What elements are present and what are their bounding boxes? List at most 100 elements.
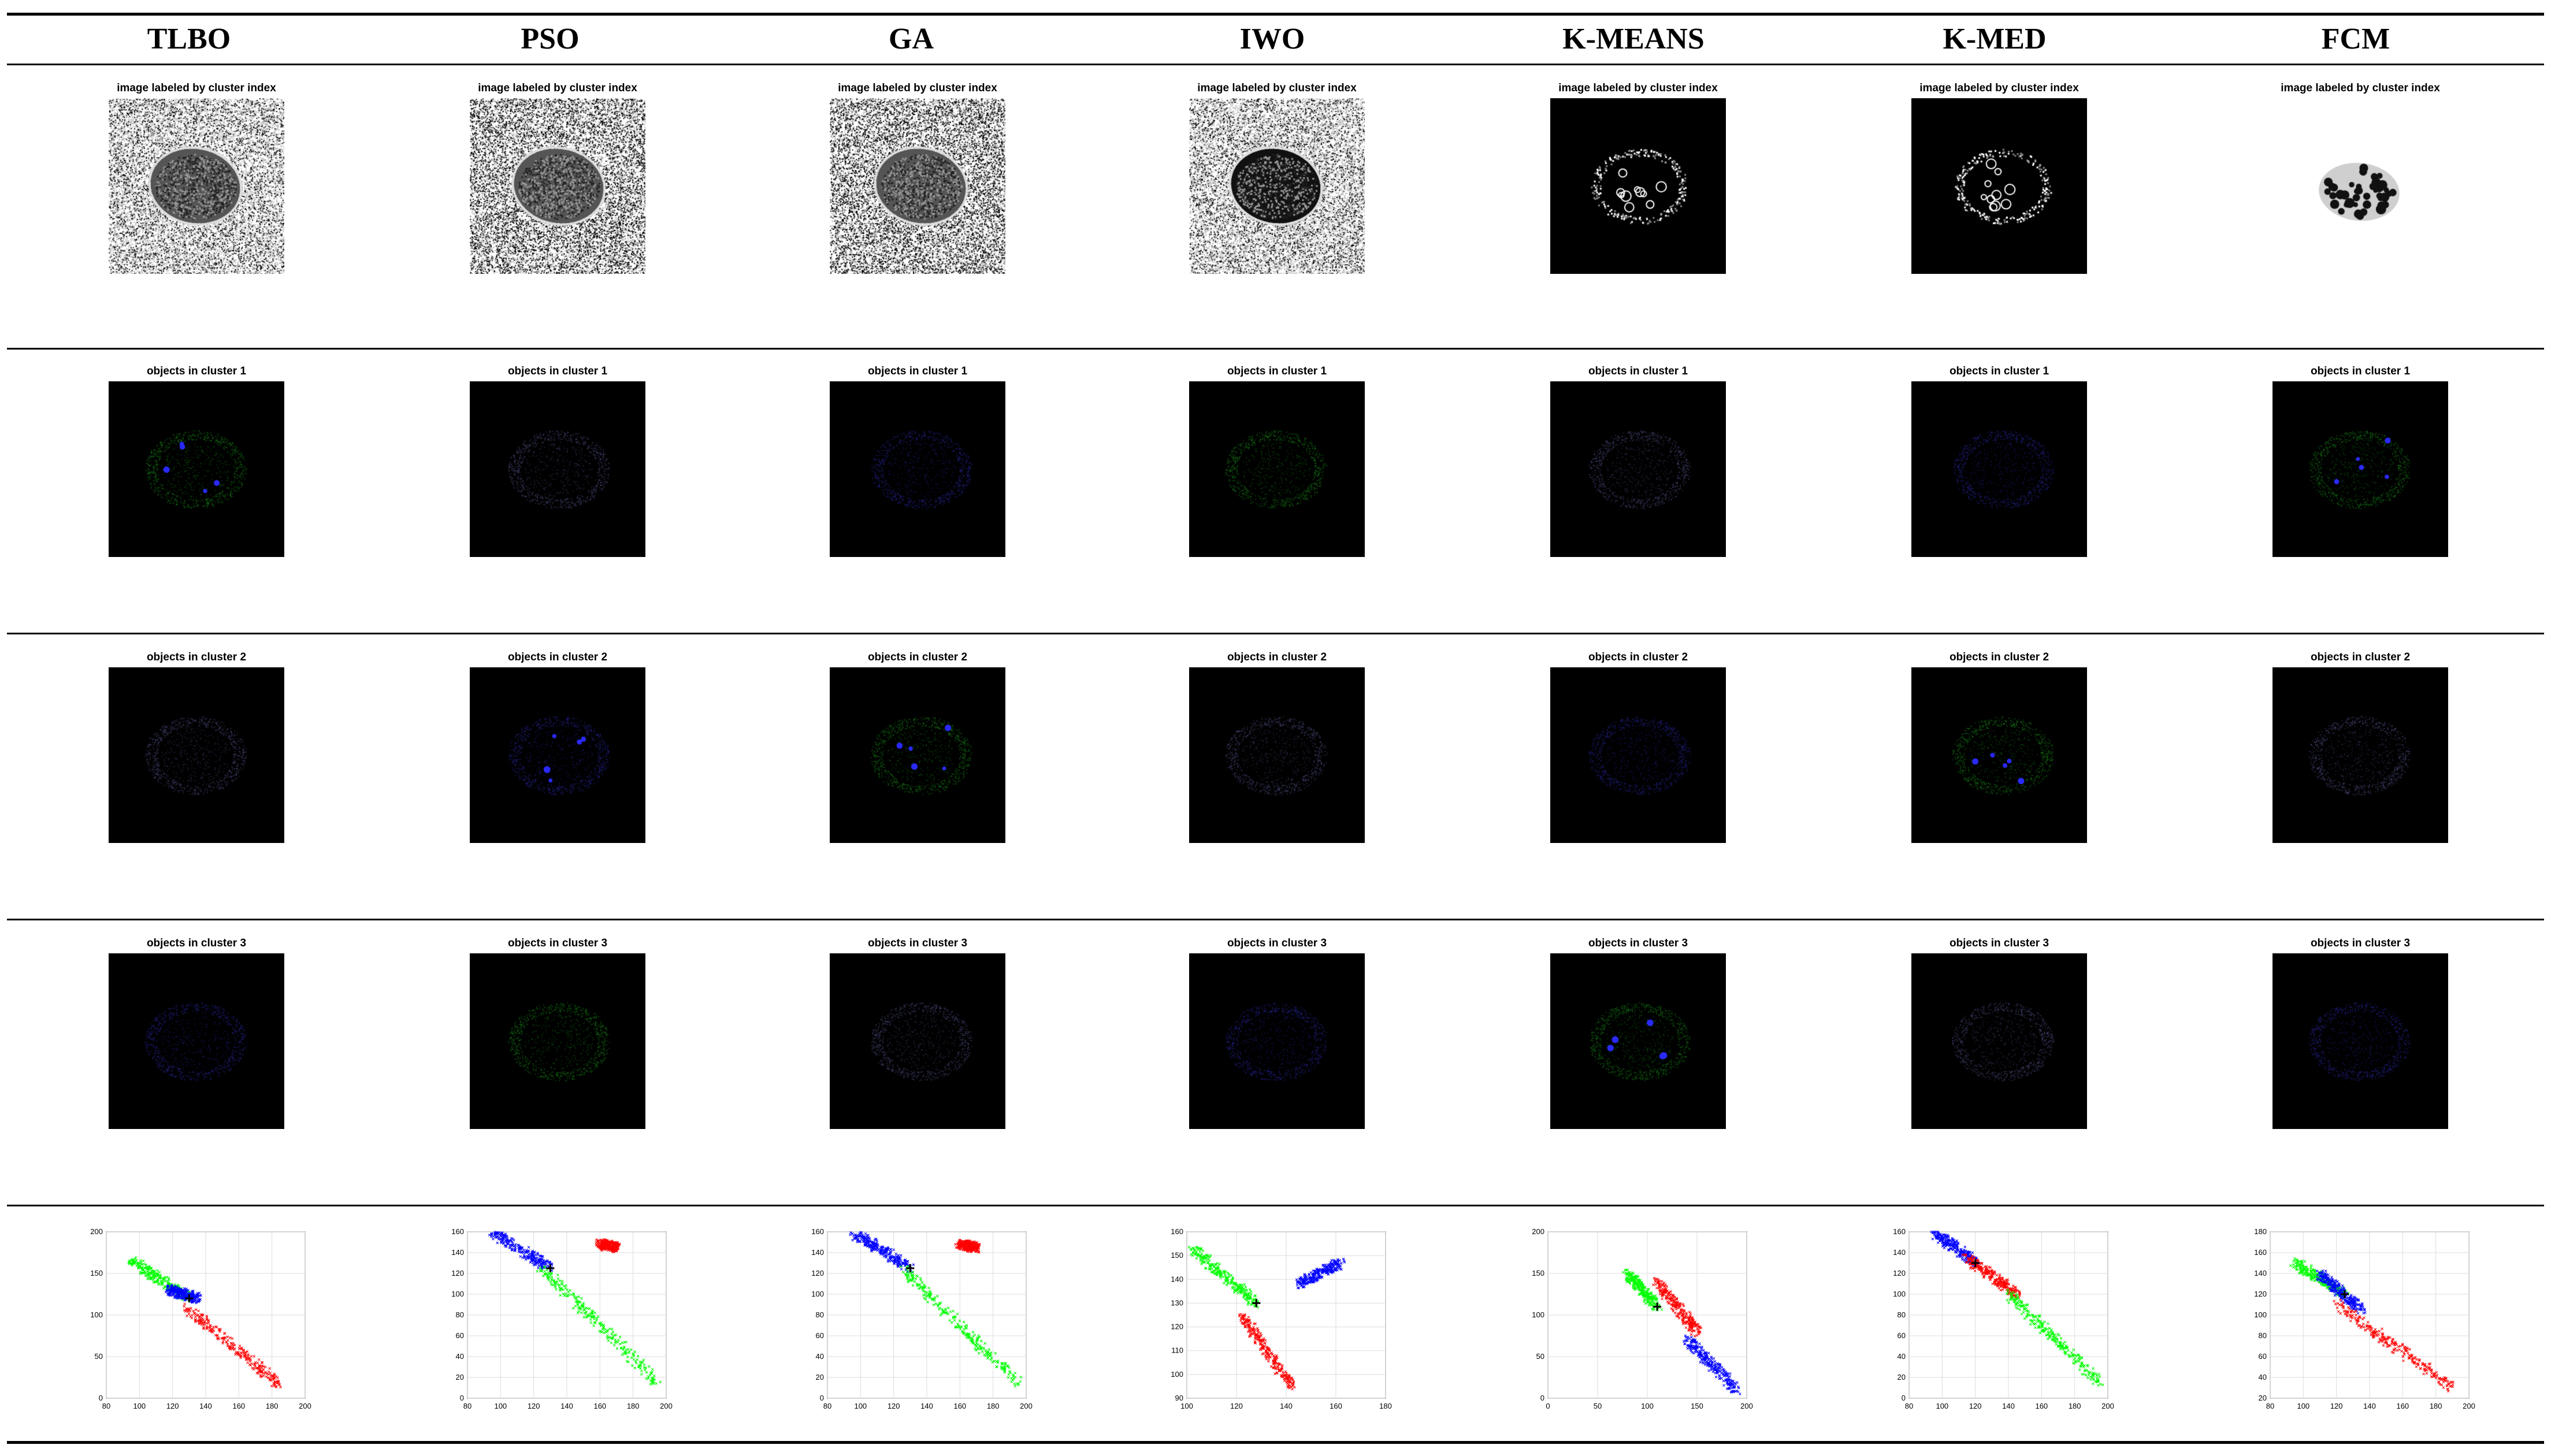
- scatter-plot-iwo: 100 120 140 160 180 90 100 110 120 130 140 150 160: [1161, 1225, 1393, 1421]
- centroid-marker: [546, 1264, 555, 1272]
- data-point-red: [1967, 1260, 1970, 1262]
- data-point-blue: [1932, 1230, 1936, 1234]
- data-point-green: [637, 1365, 640, 1368]
- data-point-blue: [900, 1261, 904, 1265]
- data-point-blue: [1938, 1239, 1941, 1243]
- scatter-svg: 80 100 120 140 160 180 20002040608010012014016…: [451, 1227, 673, 1410]
- data-point-blue: [857, 1240, 861, 1243]
- data-point-blue: [882, 1251, 885, 1255]
- data-point-green: [158, 1276, 162, 1279]
- column-header-tlbo: TLBO: [147, 23, 231, 55]
- data-point-green: [976, 1339, 979, 1342]
- data-point-red: [1658, 1292, 1662, 1296]
- table-top-rule: [7, 13, 2544, 16]
- data-point-blue: [1338, 1259, 1342, 1262]
- data-point-blue: [1951, 1236, 1954, 1240]
- data-point-red: [1698, 1332, 1700, 1336]
- data-point-green: [2081, 1373, 2084, 1376]
- data-point-blue: [1710, 1365, 1714, 1369]
- data-point-blue: [1698, 1346, 1702, 1349]
- data-point-green: [536, 1270, 539, 1273]
- data-point-red: [1284, 1370, 1287, 1373]
- data-point-green: [2014, 1299, 2017, 1302]
- data-point-blue: [1962, 1249, 1966, 1251]
- cluster-image-cell: objects in cluster 3: [92, 936, 300, 1132]
- data-point-red: [207, 1319, 210, 1322]
- data-point-red: [598, 1239, 601, 1242]
- data-point-green: [543, 1265, 546, 1269]
- data-point-green: [2064, 1351, 2067, 1354]
- data-point-green: [2050, 1328, 2053, 1331]
- data-point-green: [1647, 1288, 1650, 1291]
- data-point-red: [1681, 1309, 1684, 1312]
- data-point-blue: [508, 1239, 512, 1242]
- data-point-blue: [897, 1254, 900, 1257]
- data-point-blue: [1941, 1240, 1944, 1244]
- data-point-blue: [1952, 1248, 1955, 1251]
- data-point-green: [2047, 1331, 2051, 1335]
- data-point-blue: [1304, 1276, 1306, 1279]
- data-point-red: [595, 1238, 598, 1241]
- data-point-red: [1687, 1328, 1691, 1331]
- data-point-blue: [855, 1236, 859, 1239]
- data-point-red: [1684, 1326, 1688, 1329]
- data-point-red: [257, 1367, 260, 1370]
- data-point-blue: [1706, 1364, 1709, 1367]
- data-point-blue: [852, 1234, 855, 1238]
- x-tick-label: 120: [1230, 1402, 1243, 1410]
- y-tick-label: 50: [95, 1352, 103, 1361]
- data-point-green: [2079, 1364, 2082, 1367]
- y-tick-label: 40: [2259, 1373, 2267, 1381]
- data-point-red: [1995, 1279, 1998, 1283]
- data-point-green: [1009, 1371, 1012, 1375]
- data-point-red: [1681, 1318, 1684, 1321]
- data-point-blue: [199, 1294, 202, 1297]
- data-point-blue: [1700, 1346, 1704, 1349]
- data-point-green: [952, 1309, 955, 1313]
- data-point-blue: [862, 1235, 865, 1238]
- data-point-red: [1269, 1365, 1273, 1368]
- data-point-red: [954, 1243, 957, 1246]
- data-point-green: [1003, 1370, 1006, 1374]
- data-point-green: [593, 1311, 597, 1314]
- data-point-green: [659, 1380, 662, 1384]
- data-point-blue: [877, 1243, 879, 1247]
- data-point-blue: [517, 1244, 520, 1247]
- labeled-image-caption: image labeled by cluster index: [1919, 82, 2079, 94]
- x-tick-label: 160: [953, 1402, 966, 1410]
- x-tick-label: 120: [528, 1402, 540, 1410]
- data-point-red: [1989, 1275, 1993, 1279]
- data-point-green: [1001, 1362, 1004, 1365]
- data-point-green: [2052, 1338, 2055, 1341]
- data-point-green: [156, 1273, 159, 1276]
- data-point-red: [1653, 1276, 1656, 1280]
- data-point-red: [236, 1353, 240, 1356]
- data-point-green: [626, 1355, 629, 1359]
- data-point-red: [1256, 1329, 1259, 1332]
- data-point-red: [1243, 1325, 1247, 1328]
- data-point-blue: [878, 1251, 882, 1254]
- data-point-blue: [1692, 1347, 1695, 1350]
- data-point-green: [974, 1349, 978, 1352]
- data-point-green: [2058, 1340, 2061, 1344]
- data-point-red: [1995, 1273, 1999, 1277]
- data-point-green: [979, 1346, 983, 1349]
- data-point-green: [2070, 1351, 2073, 1354]
- cluster-image-cell: objects in cluster 1: [814, 364, 1022, 560]
- data-point-green: [611, 1337, 614, 1340]
- cluster-caption: objects in cluster 3: [2310, 937, 2411, 949]
- data-point-blue: [164, 1290, 168, 1294]
- data-point-red: [262, 1372, 265, 1375]
- data-point-blue: [526, 1254, 529, 1258]
- data-point-blue: [494, 1232, 497, 1236]
- x-tick-label: 120: [2330, 1402, 2343, 1410]
- data-point-blue: [173, 1295, 177, 1298]
- data-point-green: [1218, 1262, 1221, 1266]
- x-tick-label: 80: [102, 1402, 110, 1410]
- data-point-blue: [1725, 1372, 1728, 1376]
- y-tick-label: 200: [90, 1227, 103, 1236]
- data-point-red: [270, 1384, 273, 1388]
- data-point-red: [274, 1375, 278, 1378]
- data-point-red: [1658, 1283, 1661, 1287]
